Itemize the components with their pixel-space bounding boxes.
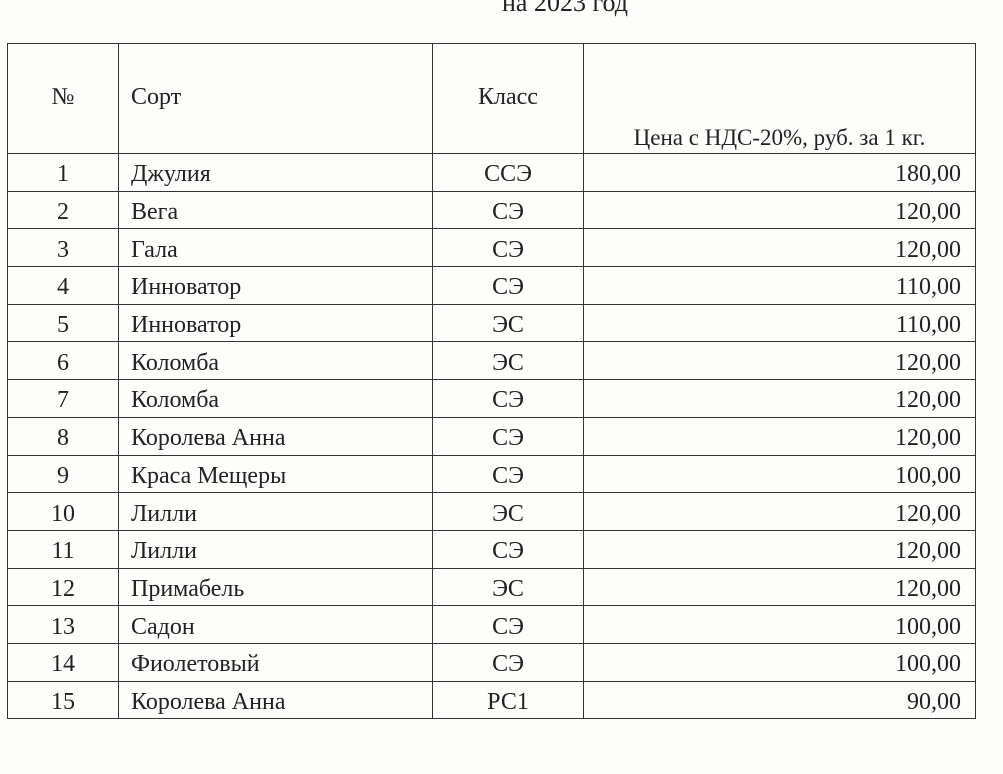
table-cell: Лилли — [118, 529, 433, 569]
table-cell: Фиолетовый — [118, 642, 433, 682]
table-cell: 15 — [7, 680, 119, 720]
table-cell: 13 — [7, 605, 119, 644]
table-cell: СЭ — [432, 228, 584, 268]
table-row: 12 Примабель ЭС 120,00 — [7, 567, 976, 607]
price-table: № Сорт Класс Цена с НДС-20%, руб. за 1 кг. … — [7, 43, 976, 720]
table-row: 5 Инноватор ЭС 110,00 — [7, 303, 976, 343]
table-cell: 14 — [7, 642, 119, 682]
table-cell: ЭС — [432, 567, 584, 607]
table-cell: 100,00 — [583, 605, 976, 644]
table-cell: 120,00 — [583, 529, 976, 569]
table-cell: 120,00 — [583, 416, 976, 456]
table-row: 4 Инноватор СЭ 110,00 — [7, 266, 976, 305]
table-cell: ЭС — [432, 492, 584, 531]
table-cell: Гала — [118, 228, 433, 268]
table-body: 1 Джулия ССЭ 180,00 2 Вега СЭ 120,00 3 Гала СЭ 120,… — [7, 153, 976, 720]
table-cell: 90,00 — [583, 680, 976, 720]
table-cell: ЭС — [432, 341, 584, 381]
table-cell: 120,00 — [583, 341, 976, 381]
table-cell: 2 — [7, 190, 119, 230]
table-cell: СЭ — [432, 190, 584, 230]
table-cell: 110,00 — [583, 266, 976, 305]
column-header: Цена с НДС-20%, руб. за 1 кг. — [583, 43, 976, 154]
table-cell: 180,00 — [583, 153, 976, 192]
table-cell: Королева Анна — [118, 680, 433, 720]
table-cell: 7 — [7, 379, 119, 418]
table-cell: 3 — [7, 228, 119, 268]
table-cell: 11 — [7, 529, 119, 569]
table-row: 13 Садон СЭ 100,00 — [7, 605, 976, 644]
table-cell: 100,00 — [583, 454, 976, 494]
table-cell: Джулия — [118, 153, 433, 192]
table-cell: 120,00 — [583, 379, 976, 418]
column-header: Класс — [432, 43, 584, 154]
table-cell: ССЭ — [432, 153, 584, 192]
table-cell: 120,00 — [583, 492, 976, 531]
table-row: 15 Королева Анна РС1 90,00 — [7, 680, 976, 720]
document-title: на 2023 год — [502, 0, 628, 17]
table-cell: РС1 — [432, 680, 584, 720]
table-cell: 10 — [7, 492, 119, 531]
header-row: № Сорт Класс Цена с НДС-20%, руб. за 1 кг. — [7, 43, 976, 154]
table-row: 10 Лилли ЭС 120,00 — [7, 492, 976, 531]
table-cell: СЭ — [432, 416, 584, 456]
table-cell: 6 — [7, 341, 119, 381]
table-cell: Инноватор — [118, 266, 433, 305]
column-header: № — [7, 43, 119, 154]
table-row: 6 Коломба ЭС 120,00 — [7, 341, 976, 381]
table-cell: СЭ — [432, 266, 584, 305]
table-row: 11 Лилли СЭ 120,00 — [7, 529, 976, 569]
table-row: 7 Коломба СЭ 120,00 — [7, 379, 976, 418]
table-cell: ЭС — [432, 303, 584, 343]
table-cell: СЭ — [432, 605, 584, 644]
table-cell: 1 — [7, 153, 119, 192]
table-cell: 110,00 — [583, 303, 976, 343]
table-cell: СЭ — [432, 529, 584, 569]
table-row: 2 Вега СЭ 120,00 — [7, 190, 976, 230]
table-cell: СЭ — [432, 454, 584, 494]
table-cell: Коломба — [118, 341, 433, 381]
table-cell: Вега — [118, 190, 433, 230]
column-header: Сорт — [118, 43, 433, 154]
table-cell: 8 — [7, 416, 119, 456]
table-row: 8 Королева Анна СЭ 120,00 — [7, 416, 976, 456]
table-cell: Примабель — [118, 567, 433, 607]
table-cell: Краса Мещеры — [118, 454, 433, 494]
table-row: 14 Фиолетовый СЭ 100,00 — [7, 642, 976, 682]
table-cell: Коломба — [118, 379, 433, 418]
table-cell: 120,00 — [583, 228, 976, 268]
table-cell: 4 — [7, 266, 119, 305]
table-cell: 5 — [7, 303, 119, 343]
table-cell: СЭ — [432, 642, 584, 682]
table-row: 9 Краса Мещеры СЭ 100,00 — [7, 454, 976, 494]
table-cell: СЭ — [432, 379, 584, 418]
table-row: 3 Гала СЭ 120,00 — [7, 228, 976, 268]
table-cell: 9 — [7, 454, 119, 494]
table-cell: 12 — [7, 567, 119, 607]
table-cell: Лилли — [118, 492, 433, 531]
table-cell: 100,00 — [583, 642, 976, 682]
table-cell: Садон — [118, 605, 433, 644]
table-cell: 120,00 — [583, 190, 976, 230]
table-cell: Королева Анна — [118, 416, 433, 456]
table-cell: 120,00 — [583, 567, 976, 607]
table-row: 1 Джулия ССЭ 180,00 — [7, 153, 976, 192]
table-cell: Инноватор — [118, 303, 433, 343]
